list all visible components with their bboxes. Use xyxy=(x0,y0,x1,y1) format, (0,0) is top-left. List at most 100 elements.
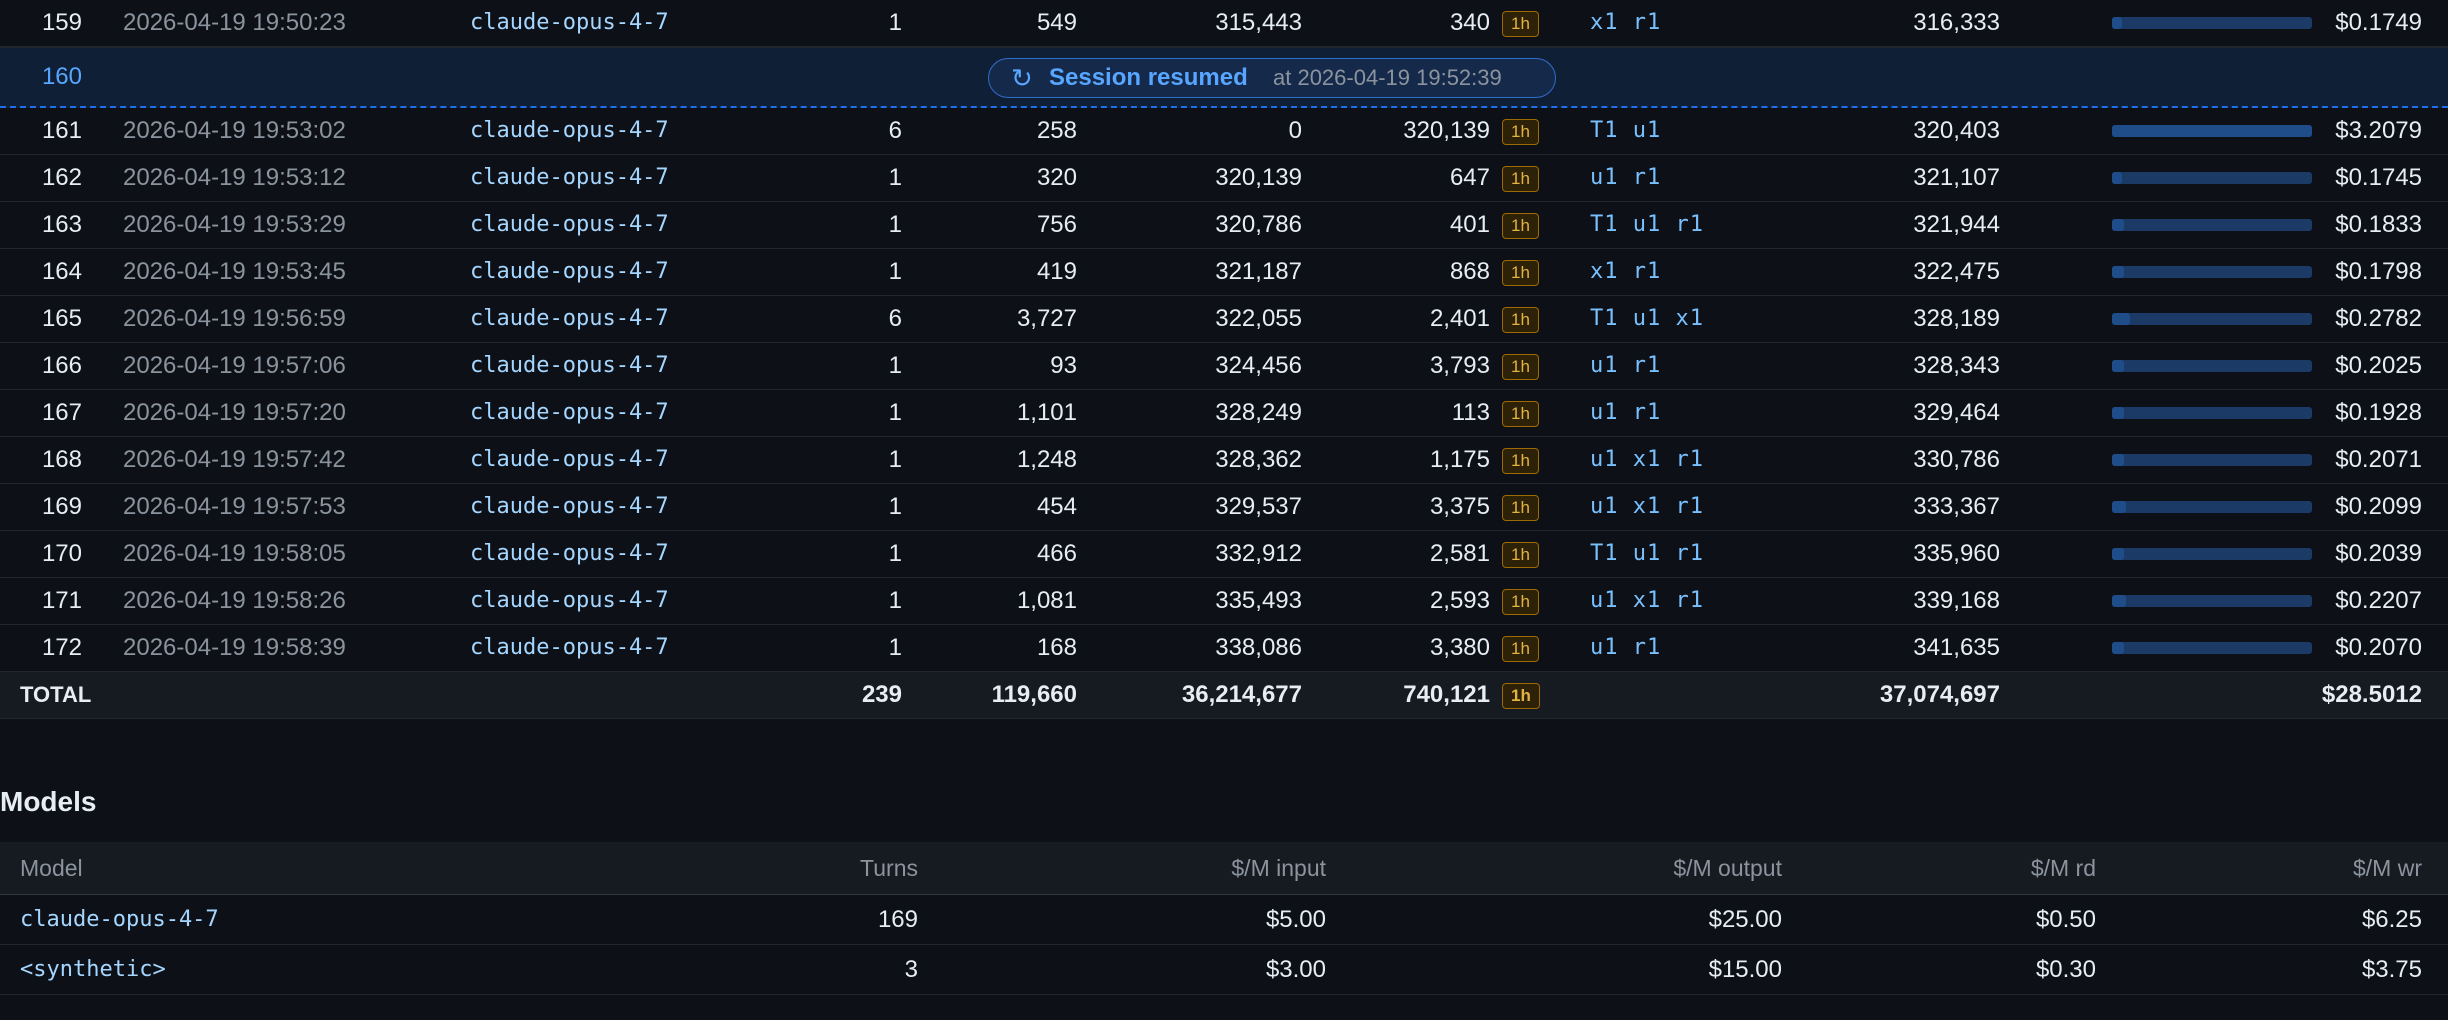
timestamp: 2026-04-19 19:57:42 xyxy=(123,446,346,473)
cost: $0.2070 xyxy=(2335,634,2422,661)
requests-count: 1 xyxy=(888,634,902,661)
output-tokens: 756 xyxy=(1036,211,1077,238)
tool-calls: T1 u1 r1 xyxy=(1590,541,1704,566)
header-read-price[interactable]: $/M rd xyxy=(2030,855,2096,881)
ttl-badge: 1h xyxy=(1502,213,1539,239)
ttl-badge: 1h xyxy=(1502,11,1539,37)
model-name[interactable]: claude-opus-4-7 xyxy=(470,259,669,284)
cost-bar-fill xyxy=(2112,454,2124,466)
model-name[interactable]: claude-opus-4-7 xyxy=(470,212,669,237)
cache-read-tokens: 315,443 xyxy=(1215,9,1302,36)
model-name[interactable]: claude-opus-4-7 xyxy=(470,494,669,519)
cache-write-tokens: 401 xyxy=(1449,211,1490,238)
total-requests: 239 xyxy=(861,681,902,708)
cache-read-tokens: 322,055 xyxy=(1215,305,1302,332)
row-index: 171 xyxy=(41,587,82,614)
output-tokens: 3,727 xyxy=(1016,305,1077,332)
row-index: 170 xyxy=(41,540,82,567)
cost: $0.2782 xyxy=(2335,305,2422,332)
ttl-badge: 1h xyxy=(1502,542,1539,568)
output-tokens: 320 xyxy=(1036,164,1077,191)
model-name[interactable]: claude-opus-4-7 xyxy=(470,165,669,190)
timestamp: 2026-04-19 19:53:12 xyxy=(123,164,346,191)
cache-read-tokens: 328,362 xyxy=(1215,446,1302,473)
total-tokens: 333,367 xyxy=(1913,493,2000,520)
cost: $0.2039 xyxy=(2335,540,2422,567)
model-name[interactable]: claude-opus-4-7 xyxy=(470,447,669,472)
tool-calls: u1 r1 xyxy=(1590,635,1662,660)
cost: $0.1833 xyxy=(2335,211,2422,238)
row-index: 172 xyxy=(41,634,82,661)
cost: $0.1749 xyxy=(2335,9,2422,36)
row-index: 169 xyxy=(41,493,82,520)
models-table-header: Model Turns $/M input $/M output $/M rd … xyxy=(0,842,2448,895)
header-output-price[interactable]: $/M output xyxy=(1673,855,1782,881)
cost: $0.2099 xyxy=(2335,493,2422,520)
cost-bar-fill xyxy=(2112,266,2124,278)
cache-read-tokens: 335,493 xyxy=(1215,587,1302,614)
model-name[interactable]: claude-opus-4-7 xyxy=(470,10,669,35)
cache-read-tokens: 320,786 xyxy=(1215,211,1302,238)
ttl-badge: 1h xyxy=(1502,260,1539,286)
session-resumed-pill: ↻ Session resumed at 2026-04-19 19:52:39 xyxy=(988,58,1556,98)
header-model[interactable]: Model xyxy=(20,855,83,881)
model-name[interactable]: claude-opus-4-7 xyxy=(20,907,219,932)
requests-count: 1 xyxy=(888,493,902,520)
cache-write-tokens: 868 xyxy=(1449,258,1490,285)
output-tokens: 549 xyxy=(1036,9,1077,36)
table-row: 163 2026-04-19 19:53:29 claude-opus-4-7 1 75… xyxy=(0,202,2448,249)
model-name[interactable]: claude-opus-4-7 xyxy=(470,588,669,613)
requests-count: 1 xyxy=(888,211,902,238)
model-name[interactable]: claude-opus-4-7 xyxy=(470,353,669,378)
row-index: 160 xyxy=(41,63,82,90)
timestamp: 2026-04-19 19:56:59 xyxy=(123,305,346,332)
output-tokens: 1,101 xyxy=(1016,399,1077,426)
header-write-price[interactable]: $/M wr xyxy=(2353,855,2422,881)
timestamp: 2026-04-19 19:57:53 xyxy=(123,493,346,520)
output-tokens: 258 xyxy=(1036,117,1077,144)
model-name[interactable]: claude-opus-4-7 xyxy=(470,400,669,425)
total-label: TOTAL xyxy=(20,682,92,707)
timestamp: 2026-04-19 19:53:02 xyxy=(123,117,346,144)
model-name[interactable]: claude-opus-4-7 xyxy=(470,541,669,566)
cost-bar xyxy=(2112,548,2312,560)
read-price: $0.30 xyxy=(2035,956,2096,983)
cost: $0.2071 xyxy=(2335,446,2422,473)
cost-bar xyxy=(2112,642,2312,654)
header-input-price[interactable]: $/M input xyxy=(1231,855,1326,881)
cache-read-tokens: 321,187 xyxy=(1215,258,1302,285)
timestamp: 2026-04-19 19:58:05 xyxy=(123,540,346,567)
cache-write-tokens: 340 xyxy=(1449,9,1490,36)
total-tokens: 329,464 xyxy=(1913,399,2000,426)
cost-bar xyxy=(2112,266,2312,278)
cost: $0.2025 xyxy=(2335,352,2422,379)
output-tokens: 1,248 xyxy=(1016,446,1077,473)
row-index: 164 xyxy=(41,258,82,285)
cache-write-tokens: 320,139 xyxy=(1403,117,1490,144)
requests-count: 1 xyxy=(888,164,902,191)
turns-table: 159 2026-04-19 19:50:23 claude-opus-4-7 1 54… xyxy=(0,9,2448,719)
cost-bar-fill xyxy=(2112,360,2124,372)
total-tokens: 330,786 xyxy=(1913,446,2000,473)
cache-read-tokens: 0 xyxy=(1288,117,1302,144)
header-turns[interactable]: Turns xyxy=(860,855,918,881)
model-name[interactable]: claude-opus-4-7 xyxy=(470,306,669,331)
model-name[interactable]: <synthetic> xyxy=(20,957,166,982)
model-name[interactable]: claude-opus-4-7 xyxy=(470,635,669,660)
timestamp: 2026-04-19 19:57:06 xyxy=(123,352,346,379)
output-tokens: 419 xyxy=(1036,258,1077,285)
requests-count: 1 xyxy=(888,352,902,379)
cache-write-tokens: 3,380 xyxy=(1429,634,1490,661)
requests-count: 1 xyxy=(888,399,902,426)
timestamp: 2026-04-19 19:50:23 xyxy=(123,9,346,36)
model-name[interactable]: claude-opus-4-7 xyxy=(470,118,669,143)
cache-write-tokens: 2,581 xyxy=(1429,540,1490,567)
row-index: 162 xyxy=(41,164,82,191)
cost-bar-fill xyxy=(2112,172,2122,184)
cache-read-tokens: 329,537 xyxy=(1215,493,1302,520)
timestamp: 2026-04-19 19:53:29 xyxy=(123,211,346,238)
cost: $0.1745 xyxy=(2335,164,2422,191)
row-index: 167 xyxy=(41,399,82,426)
tool-calls: u1 x1 r1 xyxy=(1590,588,1704,613)
table-row: <synthetic> 3 $3.00 $15.00 $0.30 $3.75 xyxy=(0,945,2448,995)
